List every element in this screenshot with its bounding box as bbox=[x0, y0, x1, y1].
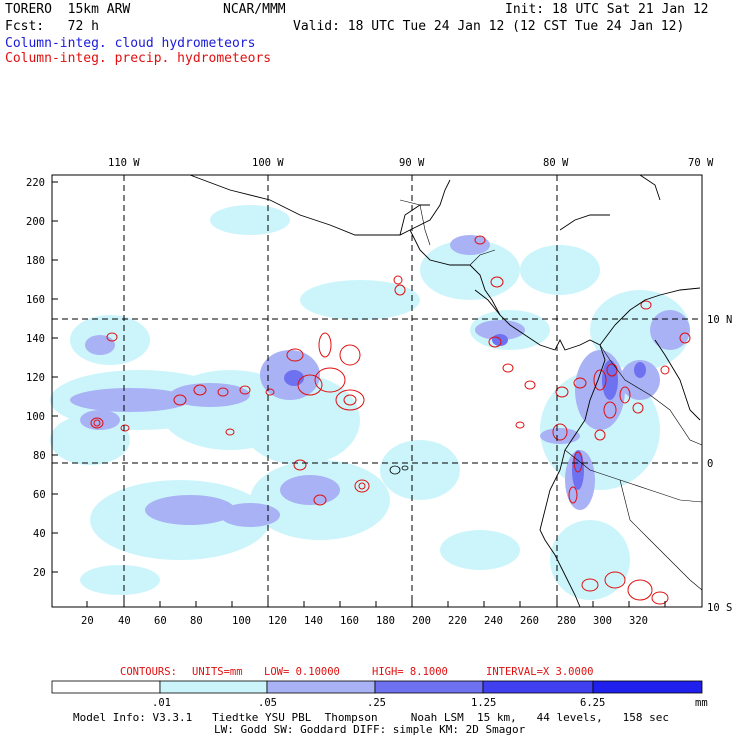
y-tick-labels: 220 200 180 160 140 120 100 80 60 40 20 bbox=[26, 177, 46, 579]
colorbar-bin bbox=[51, 680, 161, 694]
lon-label: 70 W bbox=[688, 157, 714, 169]
model-physics: LW: Godd SW: Goddard DIFF: simple KM: 2D… bbox=[214, 723, 526, 736]
colorbar-bin bbox=[374, 680, 484, 694]
y-tick: 160 bbox=[26, 294, 45, 306]
lat-label: 10 S bbox=[707, 602, 732, 614]
colorbar-bin bbox=[159, 680, 268, 694]
x-tick: 100 bbox=[232, 615, 251, 627]
tick-marks bbox=[52, 181, 666, 607]
y-tick: 120 bbox=[26, 372, 45, 384]
y-tick: 180 bbox=[26, 255, 45, 267]
x-tick: 60 bbox=[154, 615, 167, 627]
contours-high: HIGH= 8.1000 bbox=[372, 666, 448, 678]
colorbar-bin bbox=[266, 680, 376, 694]
model-info: Model Info: V3.3.1 Tiedtke YSU PBL Thomp… bbox=[73, 711, 670, 724]
coastlines bbox=[189, 174, 701, 608]
field-precip-label: Column-integ. precip. hydrometeors bbox=[5, 51, 272, 66]
organization: NCAR/MMM bbox=[223, 2, 286, 17]
x-tick: 180 bbox=[376, 615, 395, 627]
colorbar-label: 1.25 bbox=[471, 697, 496, 709]
y-tick: 100 bbox=[26, 411, 45, 423]
lat-label: 0 bbox=[707, 458, 713, 470]
cloud-shading bbox=[50, 205, 690, 600]
colorbar-bin bbox=[482, 680, 594, 694]
colorbar-unit: mm bbox=[695, 697, 708, 709]
model-name: TORERO 15km ARW bbox=[5, 2, 131, 17]
graticule bbox=[52, 175, 702, 607]
x-tick: 260 bbox=[520, 615, 539, 627]
x-tick: 200 bbox=[412, 615, 431, 627]
contours-low: LOW= 0.10000 bbox=[264, 666, 340, 678]
colorbar-label: .25 bbox=[367, 697, 386, 709]
x-tick: 240 bbox=[484, 615, 503, 627]
lat-label: 10 N bbox=[707, 314, 732, 326]
colorbar-label: 6.25 bbox=[580, 697, 605, 709]
x-tick: 220 bbox=[448, 615, 467, 627]
y-tick: 20 bbox=[33, 567, 46, 579]
x-tick-labels: 20 40 60 80 100 120 140 160 180 200 220 … bbox=[81, 615, 648, 627]
contours-interval: INTERVAL=X 3.0000 bbox=[486, 666, 593, 678]
contours-label: CONTOURS: bbox=[120, 666, 177, 678]
init-time: Init: 18 UTC Sat 21 Jan 12 bbox=[505, 2, 709, 17]
y-tick: 40 bbox=[33, 528, 46, 540]
forecast-hour: Fcst: 72 h bbox=[5, 19, 99, 34]
galapagos-islands bbox=[389, 465, 409, 475]
x-tick: 300 bbox=[593, 615, 612, 627]
lon-label: 80 W bbox=[543, 157, 569, 169]
y-tick: 220 bbox=[26, 177, 45, 189]
x-tick: 160 bbox=[340, 615, 359, 627]
precip-contours bbox=[90, 235, 691, 605]
colorbar-bin bbox=[592, 680, 703, 694]
x-tick: 320 bbox=[629, 615, 648, 627]
x-tick: 20 bbox=[81, 615, 94, 627]
contours-units: UNITS=mm bbox=[192, 666, 243, 678]
x-tick: 140 bbox=[304, 615, 323, 627]
colorbar: .01 .05 .25 1.25 6.25 mm bbox=[51, 680, 708, 709]
y-tick: 60 bbox=[33, 489, 46, 501]
x-tick: 280 bbox=[557, 615, 576, 627]
x-tick: 80 bbox=[190, 615, 203, 627]
field-cloud-label: Column-integ. cloud hydrometeors bbox=[5, 36, 256, 51]
x-tick: 120 bbox=[268, 615, 287, 627]
lon-label: 100 W bbox=[252, 157, 284, 169]
y-tick: 140 bbox=[26, 333, 45, 345]
valid-time: Valid: 18 UTC Tue 24 Jan 12 (12 CST Tue … bbox=[293, 19, 685, 34]
country-borders bbox=[399, 199, 703, 591]
colorbar-label: .05 bbox=[258, 697, 277, 709]
map-frame bbox=[51, 174, 703, 608]
colorbar-label: .01 bbox=[152, 697, 171, 709]
lon-label: 90 W bbox=[399, 157, 425, 169]
y-tick: 80 bbox=[33, 450, 46, 462]
lon-label: 110 W bbox=[108, 157, 140, 169]
y-tick: 200 bbox=[26, 216, 45, 228]
x-tick: 40 bbox=[118, 615, 131, 627]
